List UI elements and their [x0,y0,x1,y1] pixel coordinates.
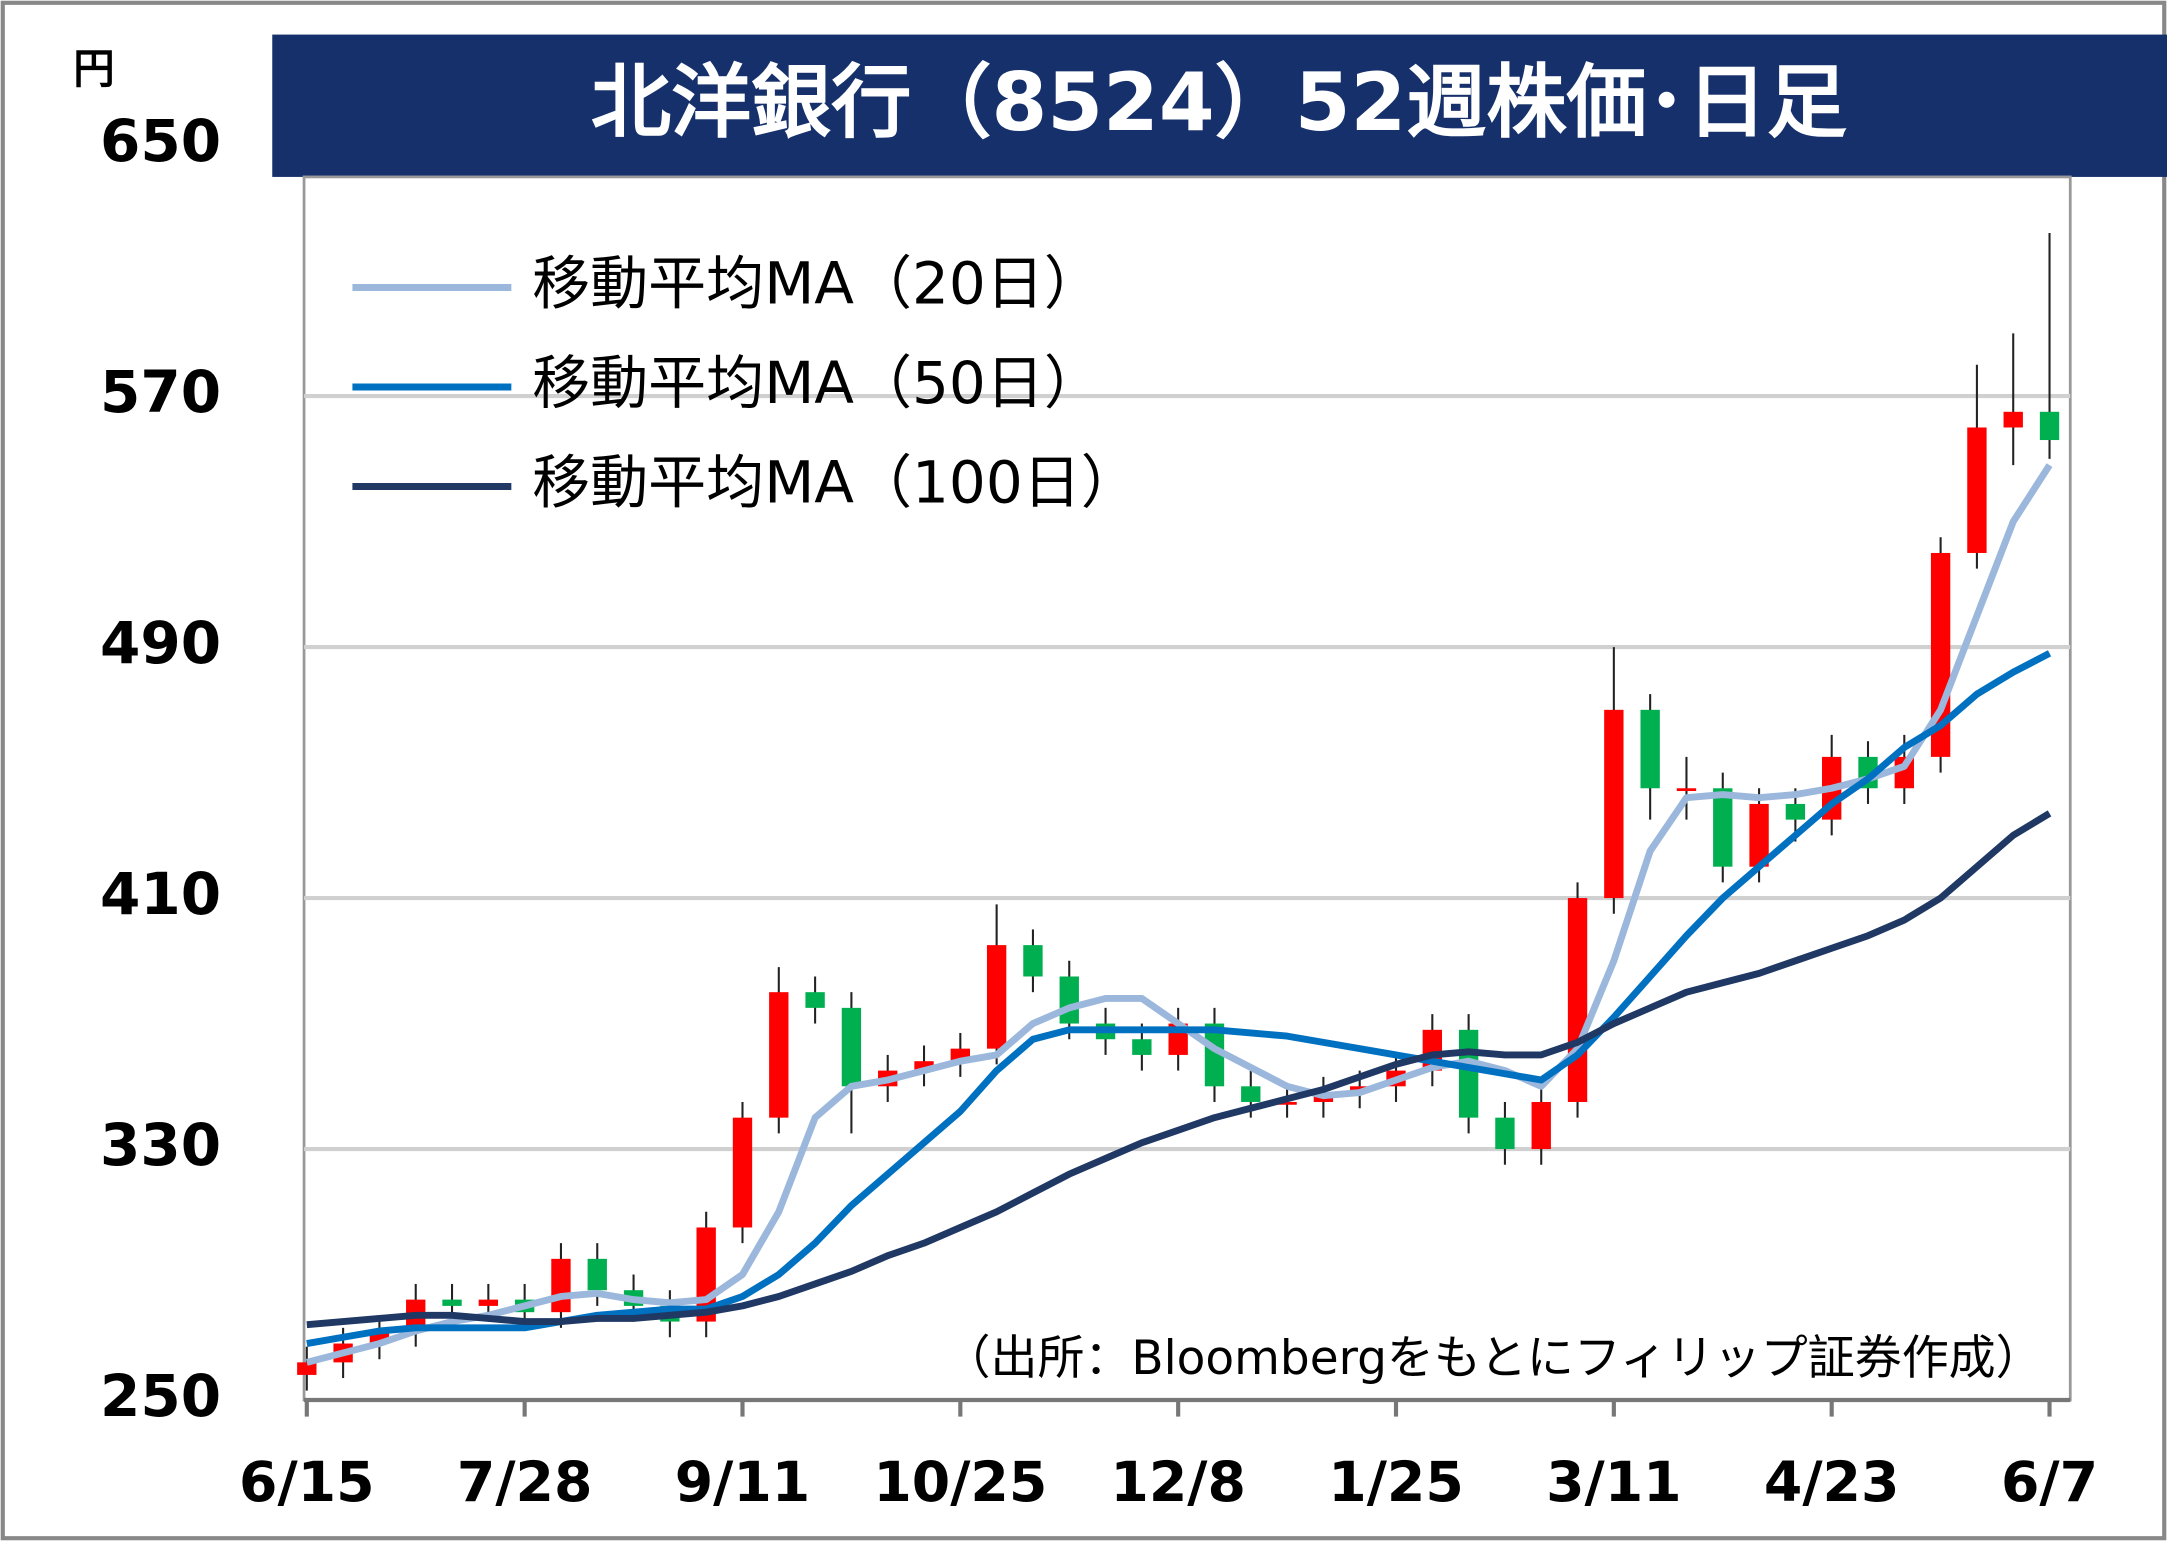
x-tick-label: 1/25 [1328,1451,1464,1515]
candle-body [297,1362,317,1375]
x-tick-label: 6/15 [239,1451,375,1515]
candle-body [1277,1101,1297,1105]
candle-body [1531,1101,1551,1150]
candle-body [587,1258,607,1291]
legend-label: 移動平均MA（50日） [532,349,1102,417]
candle-body [442,1299,462,1306]
x-tick-label: 10/25 [873,1451,1047,1515]
candle-body [1023,945,1043,977]
candle-body [1604,709,1624,899]
candle-body [1785,803,1806,820]
x-tick-label: 4/23 [1764,1451,1900,1515]
candle-body [1676,788,1697,792]
x-tick-label: 3/11 [1546,1451,1682,1515]
ma-line [306,810,2052,1329]
chart-title: 北洋銀行（8524）52週株価･日足 [591,56,1847,149]
candle-body [1495,1117,1515,1150]
candle-body [478,1299,499,1306]
x-tick-label: 7/28 [457,1451,593,1515]
legend-label: 移動平均MA（20日） [532,250,1102,318]
ma-line [305,463,2053,1366]
y-tick-label: 410 [100,860,221,928]
candle-body [769,992,789,1118]
x-tick-label: 12/8 [1110,1451,1246,1515]
candle-body [805,992,825,1008]
candle-body [1132,1039,1152,1055]
y-tick-label: 250 [100,1362,221,1430]
candle-body [1458,1029,1479,1118]
candle-body [1567,898,1588,1102]
y-unit: 円 [73,45,114,93]
y-tick-label: 490 [100,609,221,677]
x-tick-label: 6/7 [2001,1451,2098,1515]
candle-body [2003,411,2023,428]
x-tick-label: 9/11 [675,1451,811,1515]
candle-body [1059,976,1079,1024]
candle-body [1241,1086,1261,1102]
candle-body [914,1061,934,1071]
candle-body [732,1117,753,1228]
candle-body [2039,411,2060,441]
title-banner [272,34,2167,177]
annotation: （出所：Bloombergをもとにフィリップ証券作成） [944,1331,2043,1386]
candle-body [551,1258,571,1313]
candle-body [1967,427,1987,553]
y-tick-label: 570 [100,358,221,426]
candle-body [1749,803,1769,867]
y-tick-label: 650 [100,107,221,175]
candle-body [1713,788,1733,867]
y-tick-label: 330 [100,1111,221,1179]
candle-body [1640,709,1660,789]
candle-body [841,1007,862,1087]
candle-body [986,945,1007,1049]
candle-body [1204,1023,1225,1087]
legend-label: 移動平均MA（100日） [532,449,1139,517]
